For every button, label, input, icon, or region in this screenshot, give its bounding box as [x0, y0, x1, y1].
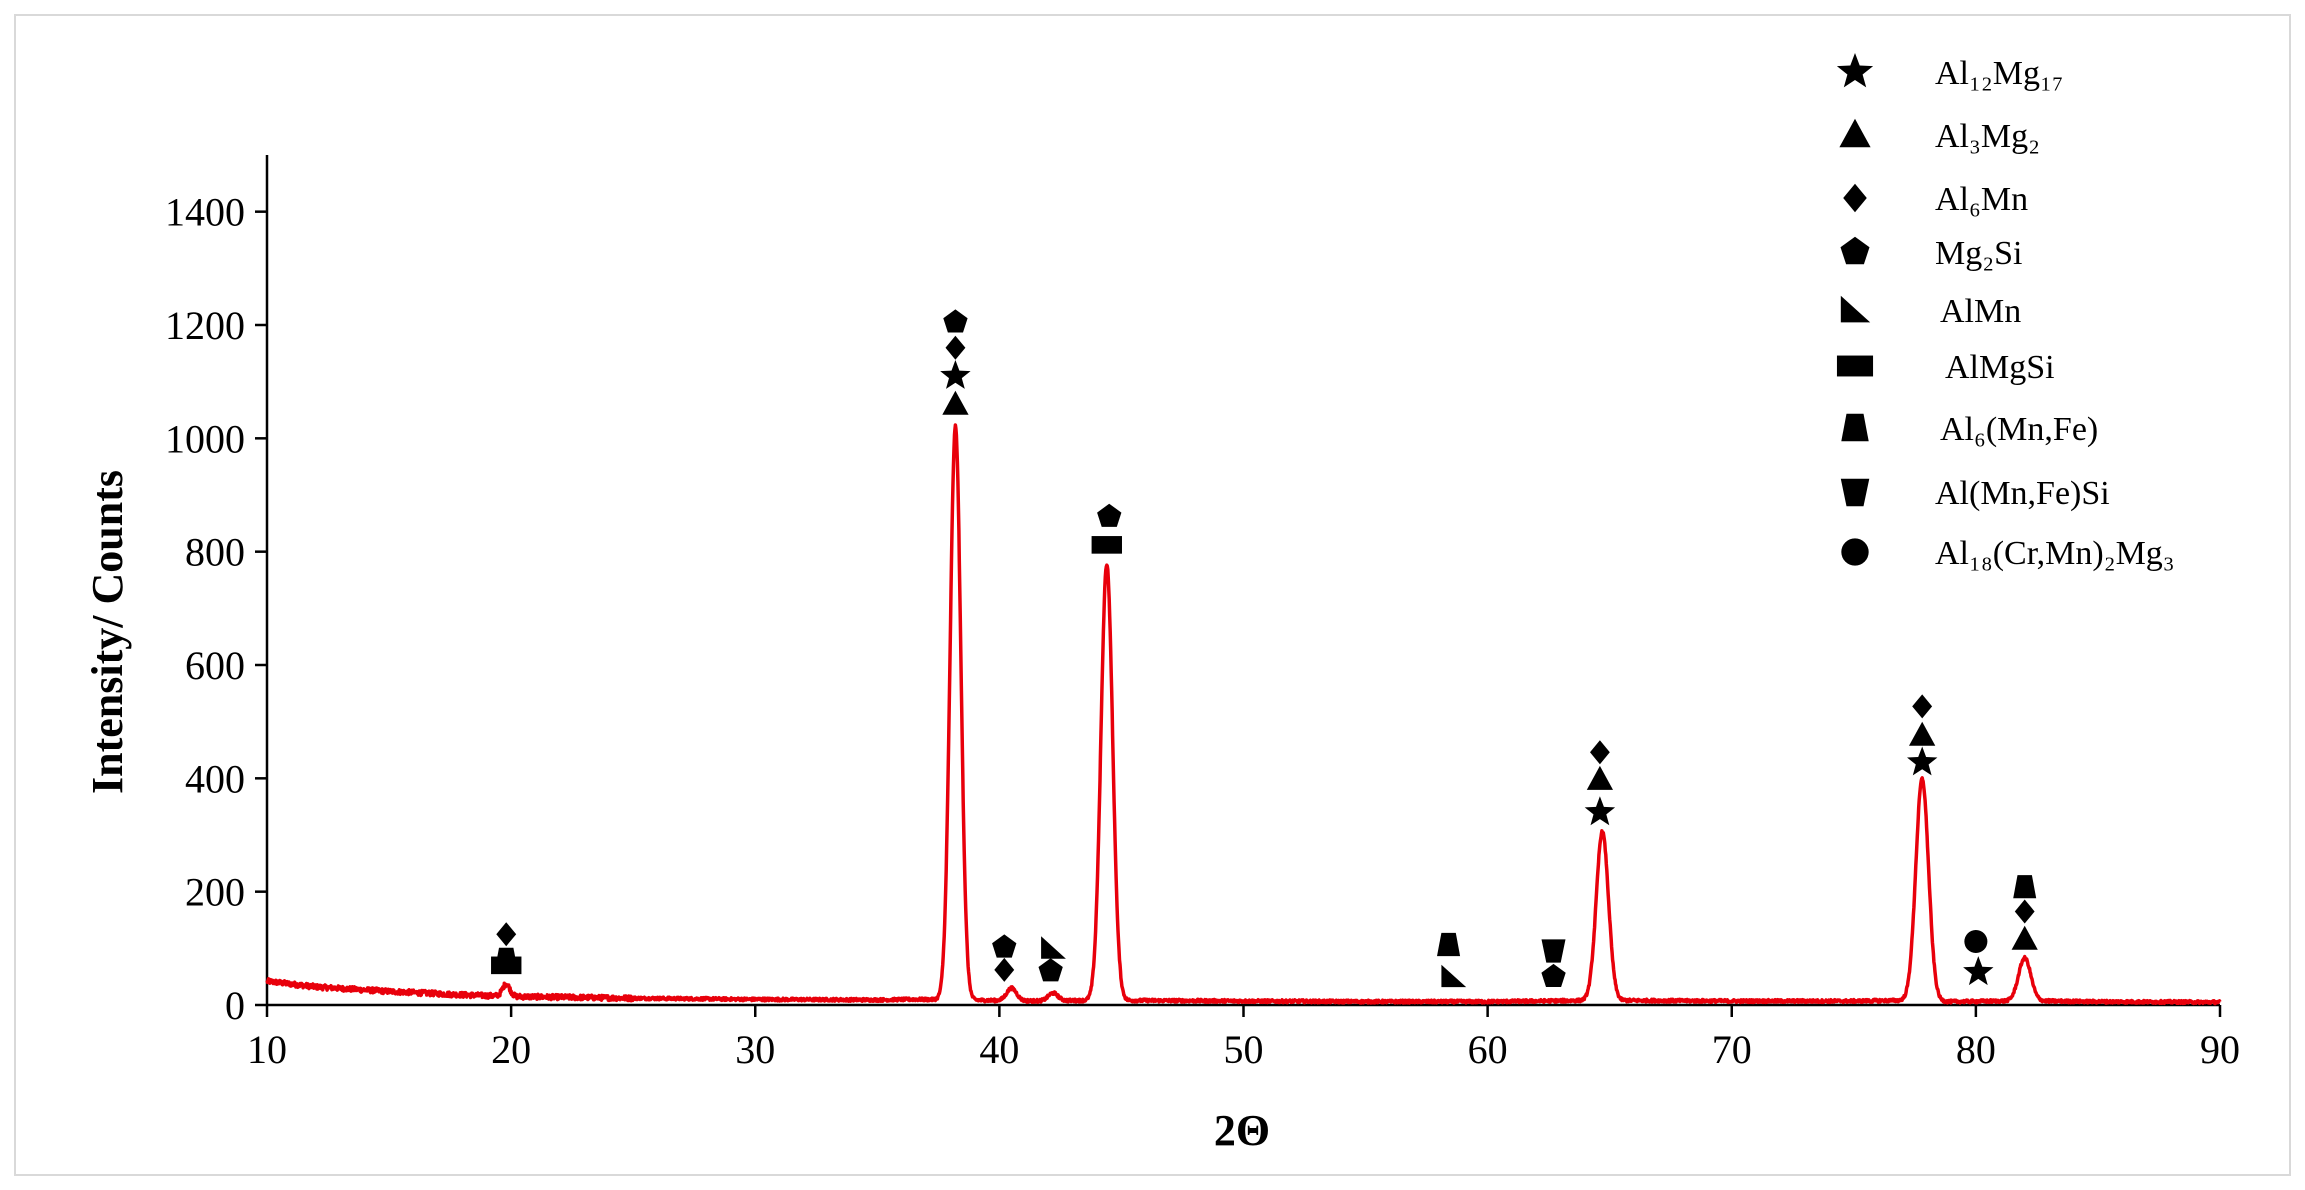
- y-tick-label: 600: [185, 643, 245, 688]
- legend-label: Al₆Mn: [1935, 181, 2028, 218]
- x-tick-label: 70: [1712, 1027, 1752, 1072]
- phase-marker-pentagon: [1097, 503, 1122, 527]
- phase-marker-pentagon: [943, 309, 968, 333]
- legend-label: AlMn: [1940, 293, 2021, 330]
- y-tick-label: 400: [185, 756, 245, 801]
- axes: 0 200 400 600 800 1000 1200 1400 10 20 30 40 50 60 70 8…: [165, 155, 2240, 1072]
- phase-marker-triangle: [942, 390, 969, 415]
- legend: Al₁₂Mg₁₇ Al₃Mg₂ Al₆Mn Mg₂Si AlMn AlMgSi Al₆(Mn…: [1836, 53, 2175, 572]
- y-tick-label: 200: [185, 870, 245, 915]
- phase-marker-right-triangle: [1041, 936, 1066, 959]
- phase-marker-inverted-trapezoid: [1541, 939, 1566, 963]
- x-tick-label: 80: [1956, 1027, 1996, 1072]
- phase-marker-diamond: [1912, 694, 1933, 719]
- legend-marker-right-triangle: [1840, 295, 1871, 323]
- phase-marker-star: [1963, 956, 1994, 986]
- x-tick-label: 60: [1468, 1027, 1508, 1072]
- legend-label: Al₁₈(Cr,Mn)₂Mg₃: [1935, 535, 2175, 572]
- phase-marker-star: [1907, 746, 1938, 776]
- phase-marker-right-triangle: [1441, 964, 1467, 988]
- legend-marker-circle: [1841, 538, 1869, 566]
- phase-marker-diamond: [994, 957, 1015, 982]
- phase-marker-star: [940, 360, 971, 389]
- legend-marker-triangle: [1839, 118, 1871, 148]
- curve-layer: [265, 423, 2222, 1006]
- legend-label: Al₁₂Mg₁₇: [1935, 55, 2064, 92]
- legend-marker-diamond: [1843, 183, 1867, 213]
- legend-marker-star: [1836, 53, 1874, 88]
- legend-marker-pentagon: [1840, 236, 1870, 265]
- y-tick-label: 0: [225, 983, 245, 1028]
- x-tick-label: 90: [2200, 1027, 2240, 1072]
- x-tick-label: 40: [979, 1027, 1019, 1072]
- legend-label: Al₆(Mn,Fe): [1940, 411, 2098, 448]
- legend-label: AlMgSi: [1945, 349, 2055, 386]
- x-axis-title: 2Θ: [1214, 1106, 1270, 1155]
- phase-marker-rectangle: [1091, 536, 1122, 554]
- phase-marker-triangle: [1909, 721, 1936, 746]
- x-tick-label: 50: [1224, 1027, 1264, 1072]
- x-tick-label: 20: [491, 1027, 531, 1072]
- legend-marker-inverted-trapezoid: [1840, 478, 1870, 507]
- phase-marker-rectangle: [491, 956, 522, 975]
- phase-marker-diamond: [1590, 740, 1610, 765]
- legend-marker-trapezoid: [1841, 413, 1869, 442]
- phase-marker-triangle: [1586, 765, 1613, 790]
- phase-marker-star: [1584, 796, 1616, 826]
- chart-frame: [14, 14, 2291, 1176]
- phase-marker-triangle: [2011, 925, 2038, 950]
- phase-marker-circle: [1964, 930, 1988, 954]
- phase-marker-diamond: [2014, 899, 2035, 924]
- y-axis-title: Intensity/ Counts: [83, 470, 132, 794]
- legend-marker-rectangle: [1836, 355, 1874, 377]
- phase-marker-pentagon: [992, 934, 1017, 958]
- legend-label: Al(Mn,Fe)Si: [1935, 475, 2110, 512]
- y-tick-label: 1400: [165, 190, 245, 235]
- xrd-pattern-line: [265, 423, 2222, 1006]
- phase-marker-trapezoid: [2013, 875, 2037, 899]
- legend-label: Al₃Mg₂: [1935, 118, 2040, 155]
- phase-marker-trapezoid: [1437, 932, 1461, 957]
- legend-label: Mg₂Si: [1935, 235, 2022, 272]
- phase-marker-diamond: [945, 335, 966, 360]
- y-tick-label: 1200: [165, 303, 245, 348]
- x-tick-label: 10: [247, 1027, 287, 1072]
- phase-marker-pentagon: [1541, 963, 1566, 987]
- phase-markers: [491, 309, 2038, 988]
- phase-marker-diamond: [496, 922, 517, 947]
- x-tick-label: 30: [735, 1027, 775, 1072]
- y-tick-label: 800: [185, 530, 245, 575]
- y-tick-label: 1000: [165, 416, 245, 461]
- phase-marker-pentagon: [1038, 958, 1063, 982]
